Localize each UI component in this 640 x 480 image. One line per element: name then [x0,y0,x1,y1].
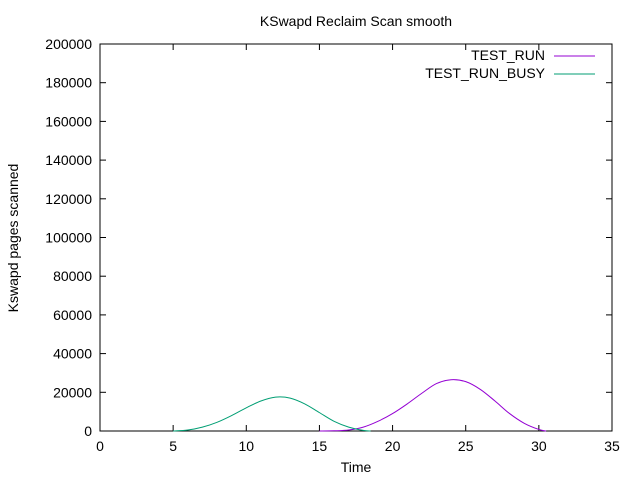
series-layer [173,379,547,432]
axis-ticks: 0 5 10 15 20 25 30 35 0 20000 40000 60000 80000 10000… [45,36,620,454]
x-axis-label: Time [341,459,372,475]
y-tick-label: 40000 [53,346,92,362]
y-tick-label: 80000 [53,268,92,284]
legend: TEST_RUN TEST_RUN_BUSY [425,47,595,81]
y-tick-label: 100000 [45,230,92,246]
legend-label: TEST_RUN_BUSY [425,65,545,81]
y-tick-label: 160000 [45,113,92,129]
x-tick-label: 0 [96,438,104,454]
series-line-0 [319,379,547,432]
x-tick-label: 10 [238,438,254,454]
chart-title: KSwapd Reclaim Scan smooth [260,13,452,29]
y-tick-label: 120000 [45,191,92,207]
y-tick-label: 0 [84,423,92,439]
y-tick-label: 60000 [53,307,92,323]
legend-label: TEST_RUN [471,47,545,63]
x-tick-label: 25 [458,438,474,454]
y-tick-label: 200000 [45,36,92,52]
y-tick-label: 180000 [45,75,92,91]
x-tick-label: 20 [385,438,401,454]
y-axis-label: Kswapd pages scanned [5,164,21,313]
y-tick-label: 140000 [45,152,92,168]
series-line-1 [173,396,371,432]
x-tick-label: 5 [169,438,177,454]
x-tick-label: 35 [604,438,620,454]
x-tick-label: 30 [531,438,547,454]
x-tick-label: 15 [312,438,328,454]
plot-frame [99,43,613,432]
y-tick-label: 20000 [53,384,92,400]
